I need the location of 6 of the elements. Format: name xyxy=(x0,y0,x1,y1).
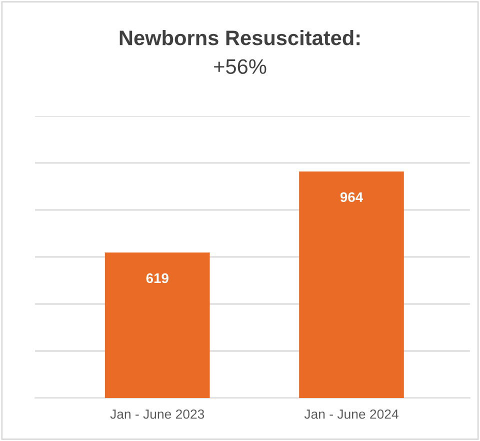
x-tick-label: Jan - June 2024 xyxy=(304,409,398,419)
chart-subtitle: +56% xyxy=(214,59,266,74)
chart-title: Newborns Resuscitated: xyxy=(120,30,360,46)
data-label: 964 xyxy=(340,192,364,202)
x-tick-label: Jan - June 2023 xyxy=(110,409,204,419)
data-label: 619 xyxy=(146,273,168,284)
